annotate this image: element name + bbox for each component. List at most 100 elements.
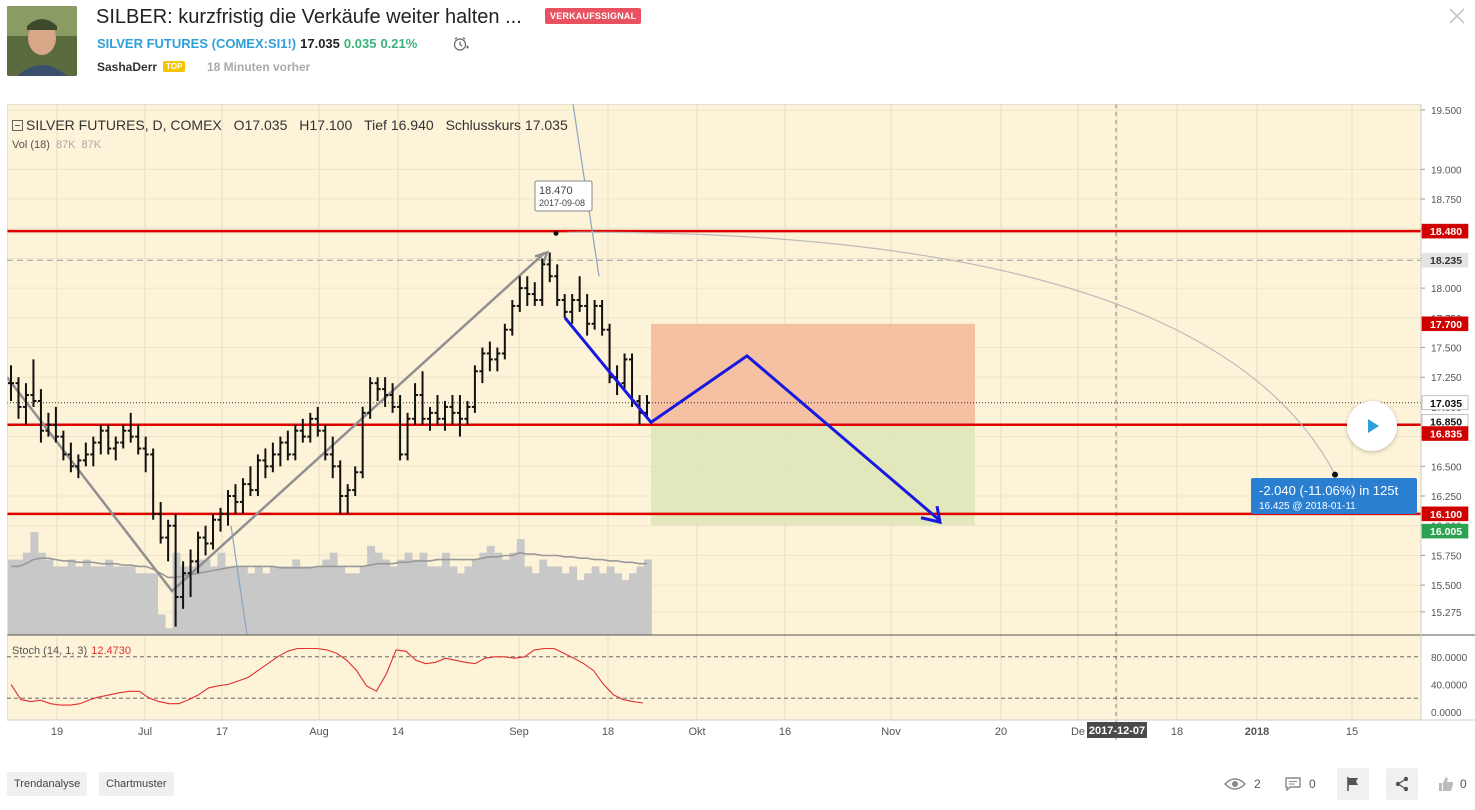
volume-bar bbox=[30, 532, 39, 635]
high-callout bbox=[534, 180, 593, 212]
stoch-value: 12.4730 bbox=[91, 645, 131, 657]
volume-bar bbox=[292, 559, 301, 635]
like-counter[interactable]: 0 bbox=[1438, 770, 1467, 798]
tag-trendanalyse[interactable]: Trendanalyse bbox=[7, 772, 88, 796]
share-button[interactable] bbox=[1386, 768, 1418, 800]
projection-callout bbox=[1251, 478, 1417, 514]
volume-bar bbox=[22, 552, 31, 635]
volume-bar bbox=[90, 566, 99, 635]
price-label: 18.480 bbox=[1430, 226, 1462, 238]
price-label-bg bbox=[1421, 395, 1469, 411]
chart-area[interactable]: 18.470 2017-09-08 -2.040 (-11.06%) in 125t… bbox=[6, 103, 1475, 756]
volume-bar bbox=[157, 614, 166, 635]
thumbs-up-icon bbox=[1439, 777, 1454, 791]
volume-bar bbox=[120, 566, 129, 635]
volume-bar bbox=[494, 552, 503, 635]
y-tick-label: 19.500 bbox=[1431, 106, 1462, 117]
date-cursor-label: 2017-12-07 bbox=[1089, 725, 1145, 737]
volume-bar bbox=[636, 566, 645, 635]
volume-bar bbox=[434, 566, 443, 635]
volume-bar bbox=[247, 573, 256, 635]
volume-bar bbox=[561, 573, 570, 635]
stoch-axis-label: 0.0000 bbox=[1431, 708, 1462, 719]
volume-bar bbox=[269, 566, 278, 635]
symbol-change: 0.035 bbox=[343, 36, 377, 51]
projection-line1: -2.040 (-11.06%) in 125t bbox=[1259, 483, 1399, 498]
volume-bar bbox=[112, 566, 121, 635]
chart-legend: SILVER FUTURES, D, COMEX O17.035 H17.100… bbox=[12, 117, 568, 133]
volume-bar bbox=[67, 559, 76, 635]
tag-chartmuster[interactable]: Chartmuster bbox=[99, 772, 174, 796]
volume-bar bbox=[277, 566, 286, 635]
flag-button[interactable] bbox=[1337, 768, 1369, 800]
idea-title: SILBER: kurzfristig die Verkäufe weiter … bbox=[96, 6, 522, 28]
y-tick-label: 18.750 bbox=[1431, 195, 1462, 206]
collapse-icon[interactable] bbox=[12, 120, 23, 131]
volume-bar bbox=[284, 566, 293, 635]
y-tick-label: 19.000 bbox=[1431, 165, 1462, 176]
y-tick-label: 15.500 bbox=[1431, 581, 1462, 592]
author-avatar[interactable] bbox=[7, 6, 77, 76]
volume-bar bbox=[210, 566, 218, 635]
y-tick-label: 18.000 bbox=[1431, 284, 1462, 295]
volume-bar bbox=[479, 552, 488, 635]
volume-bar bbox=[539, 559, 548, 635]
projection-line2: 16.425 @ 2018-01-11 bbox=[1259, 501, 1356, 512]
price-label: 16.005 bbox=[1430, 526, 1462, 538]
symbol-info: SILVER FUTURES (COMEX:SI1!) 17.035 0.035 0.… bbox=[97, 36, 417, 51]
y-tick-label: 15.275 bbox=[1431, 608, 1462, 619]
volume-bar bbox=[322, 559, 331, 635]
symbol-change-pct: 0.21% bbox=[380, 36, 418, 51]
volume-bar bbox=[314, 566, 323, 635]
legend-high: 17.100 bbox=[309, 117, 353, 133]
close-icon[interactable] bbox=[1447, 6, 1467, 26]
volume-bar bbox=[352, 573, 361, 635]
volume-bar bbox=[419, 552, 428, 635]
comments-counter[interactable]: 0 bbox=[1285, 770, 1316, 798]
volume-bar bbox=[441, 552, 450, 635]
volume-bar bbox=[456, 573, 465, 635]
price-label-bg bbox=[1421, 316, 1469, 332]
play-button[interactable] bbox=[1347, 401, 1397, 451]
volume-bar bbox=[105, 559, 114, 635]
price-label: 17.700 bbox=[1430, 319, 1462, 331]
price-label: 17.035 bbox=[1430, 398, 1462, 410]
volume-bar bbox=[449, 566, 458, 635]
volume-ma-line bbox=[11, 551, 647, 579]
volume-bar bbox=[37, 552, 46, 635]
volume-bar bbox=[60, 566, 69, 635]
volume-bar bbox=[299, 566, 308, 635]
legend-high-label: H bbox=[299, 117, 310, 133]
price-label: 16.850 bbox=[1430, 417, 1462, 429]
projection-arc bbox=[566, 231, 1336, 475]
x-tick-label: 16 bbox=[779, 726, 791, 738]
x-tick-label: 14 bbox=[392, 726, 404, 738]
author-name[interactable]: SashaDerr TOP bbox=[97, 60, 186, 74]
eye-icon bbox=[1224, 778, 1246, 790]
symbol-link[interactable]: SILVER FUTURES (COMEX:SI1!) bbox=[97, 36, 297, 51]
volume-legend: Vol (18) 87K 87K bbox=[12, 139, 101, 151]
legend-open-label: O bbox=[233, 117, 245, 133]
stoch-axis-label: 40.0000 bbox=[1431, 680, 1468, 691]
volume-bar bbox=[599, 573, 607, 635]
volume-bar bbox=[591, 566, 600, 635]
idea-footer: Trendanalyse Chartmuster 2 0 0 bbox=[0, 766, 1475, 810]
stoch-label: Stoch (14, 1, 3) bbox=[12, 645, 88, 657]
x-tick-label: 15 bbox=[1346, 726, 1358, 738]
volume-bar bbox=[367, 545, 376, 635]
price-label: 16.100 bbox=[1430, 509, 1462, 521]
y-tick-label: 16.500 bbox=[1431, 462, 1462, 473]
alarm-clock-icon[interactable] bbox=[453, 36, 469, 52]
stoch-legend: Stoch (14, 1, 3) 12.4730 bbox=[12, 645, 131, 657]
volume-bar bbox=[337, 566, 346, 635]
volume-bar bbox=[427, 566, 435, 635]
x-tick-label: Okt bbox=[688, 726, 705, 738]
volume-bar bbox=[239, 566, 248, 635]
volume-bar bbox=[307, 566, 316, 635]
volume-bar bbox=[629, 573, 637, 635]
stoch-axis-label: 80.0000 bbox=[1431, 653, 1468, 664]
x-tick-label: 18 bbox=[1171, 726, 1183, 738]
volume-bar bbox=[254, 566, 263, 635]
volume-bar bbox=[344, 573, 353, 635]
volume-bar bbox=[606, 566, 615, 635]
